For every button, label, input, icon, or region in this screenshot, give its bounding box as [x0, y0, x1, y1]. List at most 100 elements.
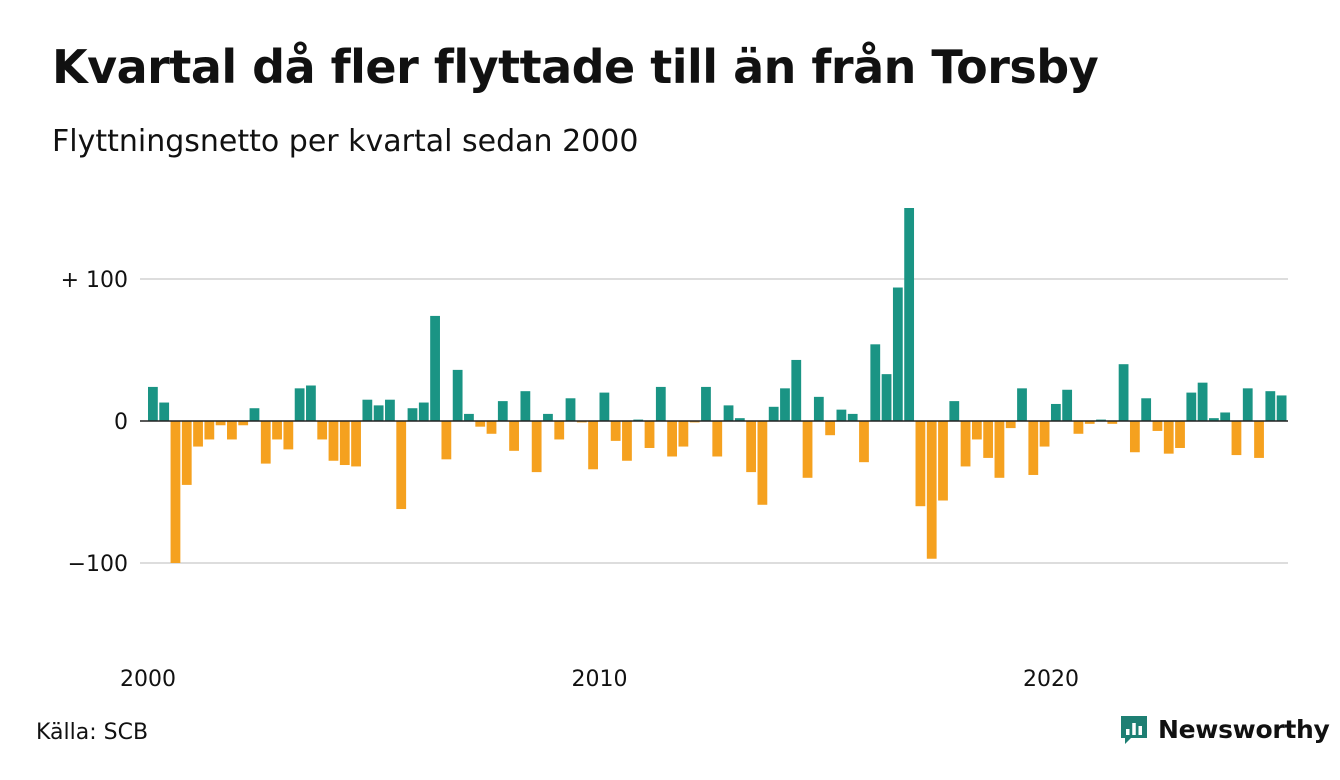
- bar: [306, 385, 316, 421]
- bar: [1129, 421, 1140, 453]
- bar: [1242, 388, 1253, 421]
- bar: [1186, 392, 1197, 421]
- bar: [757, 421, 768, 505]
- bar: [362, 399, 373, 421]
- bar: [317, 421, 328, 440]
- bar: [1107, 421, 1118, 424]
- bars: [148, 208, 1287, 563]
- bar: [373, 405, 384, 421]
- bar: [1050, 403, 1061, 421]
- gridlines: [140, 278, 1288, 564]
- bar: [813, 396, 824, 421]
- bar: [509, 421, 519, 451]
- bar: [971, 421, 982, 440]
- bar: [701, 386, 711, 421]
- bar: [1118, 364, 1129, 421]
- bar: [802, 421, 813, 478]
- bar: [859, 421, 869, 463]
- bar: [768, 406, 779, 421]
- y-tick-label: −100: [68, 552, 128, 577]
- bar: [938, 421, 948, 501]
- bar: [825, 421, 836, 436]
- chart-subtitle: Flyttningsnetto per kvartal sedan 2000: [52, 124, 639, 159]
- x-tick-label: 2010: [571, 667, 627, 692]
- bar: [238, 421, 249, 426]
- bar: [339, 421, 350, 466]
- bar: [272, 421, 282, 440]
- bar: [554, 421, 565, 440]
- bar: [215, 421, 226, 426]
- bar: [599, 392, 610, 421]
- bar: [464, 413, 474, 421]
- bar: [712, 421, 723, 457]
- brand-name: Newsworthy: [1158, 714, 1330, 744]
- bar: [294, 388, 305, 421]
- bar: [407, 408, 418, 421]
- bar: [1062, 389, 1073, 421]
- bar: [430, 315, 440, 421]
- bar: [475, 421, 486, 427]
- bar: [543, 413, 553, 421]
- bar: [1152, 421, 1163, 431]
- bar: [1163, 421, 1174, 454]
- bar: [1039, 421, 1050, 447]
- bar: [610, 421, 621, 441]
- bar: [1141, 398, 1152, 421]
- bar: [170, 421, 181, 563]
- y-tick-label: 0: [114, 410, 128, 435]
- bar: [486, 421, 497, 434]
- chart-title: Kvartal då fler flyttade till än från To…: [52, 40, 1099, 94]
- bar: [926, 421, 937, 559]
- y-tick-label: + 100: [61, 268, 128, 293]
- bar: [497, 401, 508, 421]
- bar: [734, 418, 745, 421]
- bar: [249, 408, 260, 421]
- bar: [949, 401, 960, 421]
- brand-logo: Newsworthy: [1118, 713, 1330, 745]
- bar: [520, 391, 531, 421]
- bar: [181, 421, 192, 485]
- source-note: Källa: SCB: [36, 720, 149, 745]
- bar: [836, 409, 847, 421]
- bar: [1005, 421, 1016, 429]
- bar: [1254, 421, 1264, 458]
- bar-chart: + 100 0 −100 2000 2010 2020: [61, 208, 1288, 692]
- bar: [904, 208, 915, 421]
- bar: [723, 405, 734, 421]
- bar: [452, 369, 463, 421]
- bar: [385, 399, 395, 421]
- x-tick-label: 2000: [120, 667, 176, 692]
- bar: [994, 421, 1005, 478]
- x-axis-labels: 2000 2010 2020: [120, 667, 1079, 692]
- bar: [1231, 421, 1242, 456]
- bar: [351, 421, 361, 467]
- bar: [1175, 421, 1185, 448]
- bar: [870, 344, 881, 421]
- bar: [1084, 421, 1095, 424]
- bar: [283, 421, 294, 450]
- y-axis-labels: + 100 0 −100: [61, 268, 128, 577]
- newsworthy-logo-icon: [1121, 716, 1147, 744]
- bar: [746, 421, 757, 473]
- bar: [260, 421, 271, 464]
- bar: [441, 421, 452, 460]
- bar: [1197, 382, 1208, 421]
- bar: [418, 402, 429, 421]
- bar: [678, 421, 689, 447]
- bar: [193, 421, 203, 447]
- bar: [531, 421, 542, 473]
- bar: [148, 386, 158, 421]
- bar: [328, 421, 339, 461]
- bar: [881, 374, 892, 421]
- bar: [1208, 418, 1219, 421]
- bar: [622, 421, 632, 461]
- bar: [960, 421, 971, 467]
- bar: [915, 421, 926, 507]
- bar: [983, 421, 994, 458]
- bar: [847, 413, 858, 421]
- bar: [396, 421, 407, 510]
- bar: [1028, 421, 1039, 475]
- bar: [588, 421, 598, 470]
- bar: [791, 359, 802, 421]
- bar: [644, 421, 655, 448]
